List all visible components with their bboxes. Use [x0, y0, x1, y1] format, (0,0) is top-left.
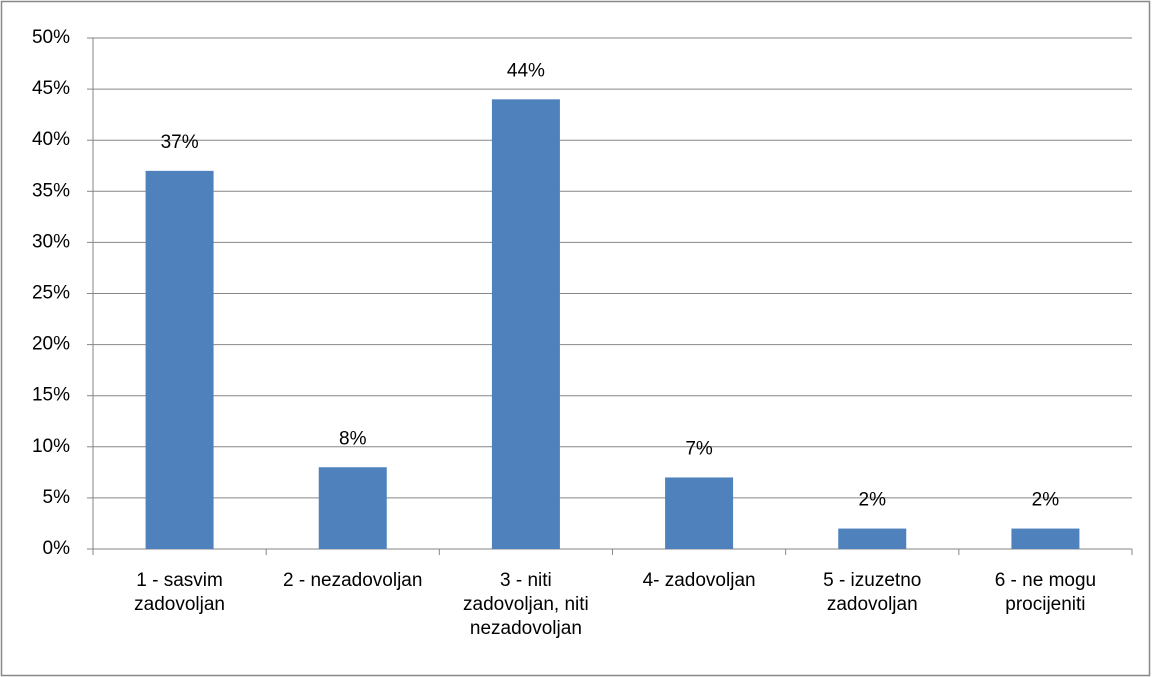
- y-tick-label: 50%: [32, 27, 70, 48]
- bar: [318, 467, 387, 549]
- data-label: 7%: [685, 438, 713, 459]
- x-tick-label: 4- zadovoljan: [642, 570, 756, 591]
- y-tick-label: 25%: [32, 283, 70, 304]
- data-label: 8%: [339, 428, 367, 449]
- y-tick-label: 30%: [32, 231, 70, 252]
- bar: [1011, 528, 1080, 549]
- x-tick-label: 5 - izuzetno zadovoljan: [823, 570, 922, 615]
- x-tick-label: 3 - niti zadovoljan, niti nezadovoljan: [463, 570, 589, 639]
- bar: [491, 99, 560, 549]
- y-tick-label: 35%: [32, 180, 70, 201]
- bar: [665, 477, 734, 549]
- y-tick-label: 45%: [32, 78, 70, 99]
- data-label: 2%: [859, 490, 887, 511]
- y-tick-label: 20%: [32, 334, 70, 355]
- y-tick-label: 10%: [32, 436, 70, 457]
- y-tick-label: 5%: [43, 487, 71, 508]
- y-tick-label: 40%: [32, 129, 70, 150]
- bar: [145, 170, 214, 550]
- x-tick-label: 1 - sasvim zadovoljan: [134, 570, 225, 615]
- data-label: 2%: [1032, 490, 1060, 511]
- y-tick-label: 15%: [32, 385, 70, 406]
- y-tick-label: 0%: [43, 538, 71, 559]
- data-label: 44%: [507, 60, 545, 81]
- data-label: 37%: [161, 132, 199, 153]
- x-tick-label: 2 - nezadovoljan: [283, 570, 423, 591]
- bar: [838, 528, 907, 549]
- x-tick-label: 6 - ne mogu procijeniti: [994, 570, 1097, 615]
